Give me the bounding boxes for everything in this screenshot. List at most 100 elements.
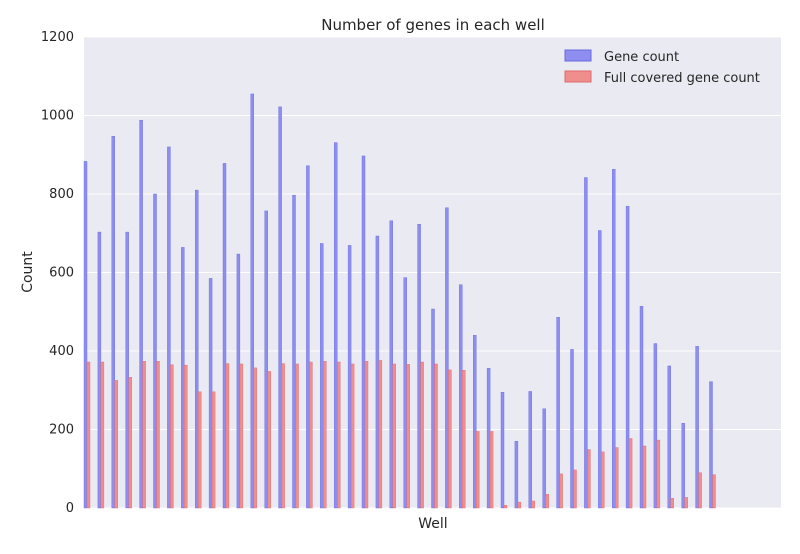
legend: Gene count Full covered gene count [564,49,760,86]
y-tick-label: 0 [66,501,74,516]
y-tick-label: 600 [49,266,74,281]
bar-gene-count [709,381,713,509]
bar-gene-count [306,165,310,509]
bar-gene-count [347,245,352,509]
bar-gene-count [445,207,449,509]
legend-swatch-gene-count [564,49,592,62]
bar-gene-count [542,408,546,509]
bar-full-covered-gene-count [587,449,591,509]
bar-gene-count [389,220,393,509]
bar-full-covered-gene-count [86,361,91,509]
bar-gene-count [514,441,519,509]
bar-gene-count [653,343,658,509]
y-tick-label: 1200 [41,30,74,45]
bar-full-covered-gene-count [156,361,160,509]
bar-full-covered-gene-count [698,472,702,509]
bar-gene-count [500,392,505,509]
x-axis-label: Well [418,516,447,532]
bar-gene-count [361,155,366,509]
bar-full-covered-gene-count [434,363,438,509]
y-tick-label: 200 [49,423,74,438]
bar-gene-count [431,308,435,509]
y-axis-label: Count [20,251,36,293]
bar-full-covered-gene-count [378,360,383,509]
bar-full-covered-gene-count [170,364,174,509]
bar-full-covered-gene-count [642,445,647,509]
bar-gene-count [125,231,129,509]
bar-full-covered-gene-count [364,361,369,509]
bar-gene-count [667,365,671,509]
bar-full-covered-gene-count [601,451,605,509]
bar-full-covered-gene-count [517,501,522,509]
bar-gene-count [222,163,227,509]
bar-gene-count [695,346,699,509]
bar-gene-count [459,284,463,509]
bar-gene-count [181,247,185,509]
bar-gene-count [639,306,644,509]
bar-gene-count [194,189,199,509]
bar-gene-count [570,349,574,509]
bar-gene-count [681,423,685,509]
bar-full-covered-gene-count [142,361,146,509]
y-tick-label: 400 [49,344,74,359]
y-tick-label: 1000 [41,109,74,124]
bar-full-covered-gene-count [656,439,661,509]
bar-gene-count [97,231,102,509]
bar-gene-count [403,277,407,509]
bar-full-covered-gene-count [239,363,244,509]
bars [83,93,716,509]
bar-gene-count [83,161,88,509]
bar-gene-count [167,146,171,509]
bar-gene-count [320,243,324,509]
legend-label-gene-count: Gene count [604,50,679,65]
chart-title: Number of genes in each well [321,16,545,34]
bar-gene-count [556,317,560,509]
bar-full-covered-gene-count [197,391,202,509]
bar-full-covered-gene-count [420,361,424,509]
bar-full-covered-gene-count [100,361,105,509]
bar-gene-count [625,205,630,509]
bar-gene-count [250,93,255,509]
y-tick-label: 800 [49,187,74,202]
legend-swatch-full-covered [564,70,592,83]
bar-gene-count [292,194,296,509]
bar-gene-count [584,177,588,509]
bar-full-covered-gene-count [684,497,688,509]
bar-full-covered-gene-count [295,363,299,509]
bar-gene-count [486,368,491,509]
bar-gene-count [612,169,616,509]
bar-gene-count [598,230,602,509]
bar-full-covered-gene-count [392,363,396,509]
bar-full-covered-gene-count [559,473,563,509]
bar-gene-count [417,224,421,509]
legend-label-full-covered: Full covered gene count [604,71,760,86]
bar-full-covered-gene-count [448,369,452,509]
bar-full-covered-gene-count [670,497,674,509]
bar-full-covered-gene-count [281,363,285,509]
bar-full-covered-gene-count [225,363,230,509]
bar-full-covered-gene-count [476,431,480,509]
bar-full-covered-gene-count [309,361,313,509]
bar-full-covered-gene-count [128,377,132,509]
bar-full-covered-gene-count [573,469,577,509]
bar-gene-count [236,253,241,509]
bar-full-covered-gene-count [253,367,258,509]
bar-full-covered-gene-count [350,363,355,509]
bar-full-covered-gene-count [184,364,188,509]
bar-gene-count [153,193,157,509]
bar-full-covered-gene-count [406,364,410,509]
bar-gene-count [208,278,213,509]
bar-gene-count [375,235,380,509]
bar-gene-count [264,210,268,509]
bar-full-covered-gene-count [489,431,494,509]
bar-full-covered-gene-count [337,361,341,509]
bar-full-covered-gene-count [267,371,271,509]
bar-gene-count [473,335,477,509]
bar-full-covered-gene-count [211,391,216,509]
bar-full-covered-gene-count [503,505,508,509]
bar-full-covered-gene-count [628,438,633,509]
bar-full-covered-gene-count [615,447,619,509]
bar-gene-count [334,142,338,509]
